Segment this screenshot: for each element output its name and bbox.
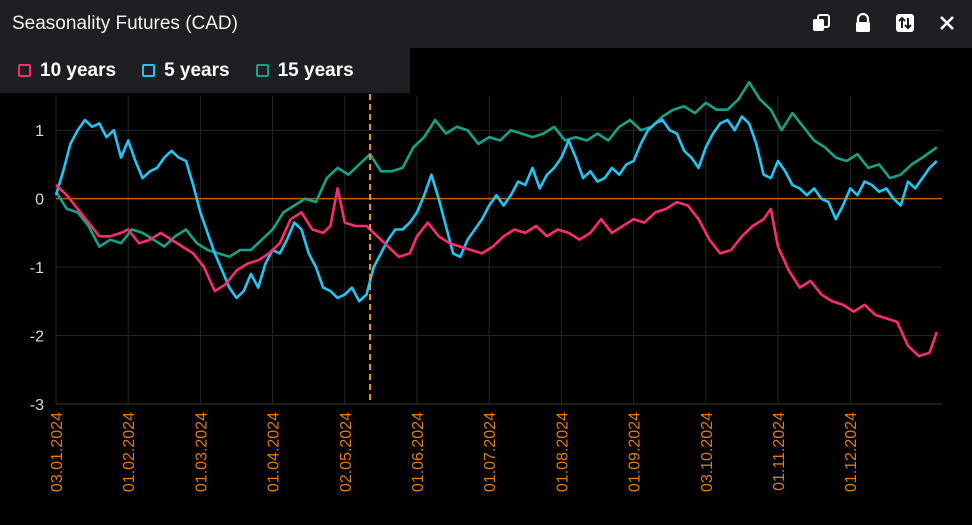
window-controls	[810, 12, 958, 34]
x-tick-label: 01.07.2024	[482, 412, 499, 492]
close-icon[interactable]	[936, 12, 958, 34]
chart-legend: 10 years 5 years 15 years	[0, 48, 410, 93]
legend-swatch-15-years	[255, 64, 269, 77]
window-title: Seasonality Futures (CAD)	[12, 13, 238, 34]
x-tick-label: 01.08.2024	[554, 412, 571, 492]
y-tick-label: -1	[30, 260, 44, 277]
legend-label-5-years: 5 years	[164, 59, 230, 81]
y-tick-label: -2	[30, 329, 44, 346]
legend-swatch-10-years	[18, 64, 31, 77]
x-tick-label: 01.06.2024	[410, 412, 427, 492]
series-line-ten	[55, 184, 939, 358]
legend-label-10-years: 10 years	[40, 59, 117, 81]
x-tick-label: 03.01.2024	[49, 412, 66, 492]
x-tick-label: 01.04.2024	[266, 412, 283, 492]
legend-item-5-years[interactable]: 5 years	[142, 60, 230, 82]
x-tick-label: 01.11.2024	[771, 412, 788, 491]
swap-icon[interactable]	[894, 12, 916, 34]
legend-item-10-years[interactable]: 10 years	[18, 60, 116, 82]
y-tick-label: -3	[30, 397, 44, 414]
legend-swatch-5-years	[142, 64, 156, 77]
x-tick-label: 01.02.2024	[121, 412, 138, 492]
x-tick-label: 01.12.2024	[843, 412, 860, 492]
title-bar: Seasonality Futures (CAD)	[0, 0, 972, 48]
x-tick-label: 01.03.2024	[193, 412, 210, 492]
legend-label-15-years: 15 years	[277, 59, 354, 81]
y-tick-label: 0	[35, 192, 44, 209]
x-tick-label: 02.05.2024	[338, 412, 355, 492]
lock-icon[interactable]	[852, 12, 874, 34]
y-tick-label: 1	[35, 123, 44, 140]
duplicate-icon[interactable]	[810, 12, 832, 34]
legend-item-15-years[interactable]: 15 years	[255, 59, 354, 82]
x-tick-label: 01.09.2024	[627, 412, 644, 492]
series-line-fifteen	[54, 81, 938, 259]
series-line-five	[54, 115, 938, 303]
x-tick-label: 03.10.2024	[699, 412, 716, 492]
